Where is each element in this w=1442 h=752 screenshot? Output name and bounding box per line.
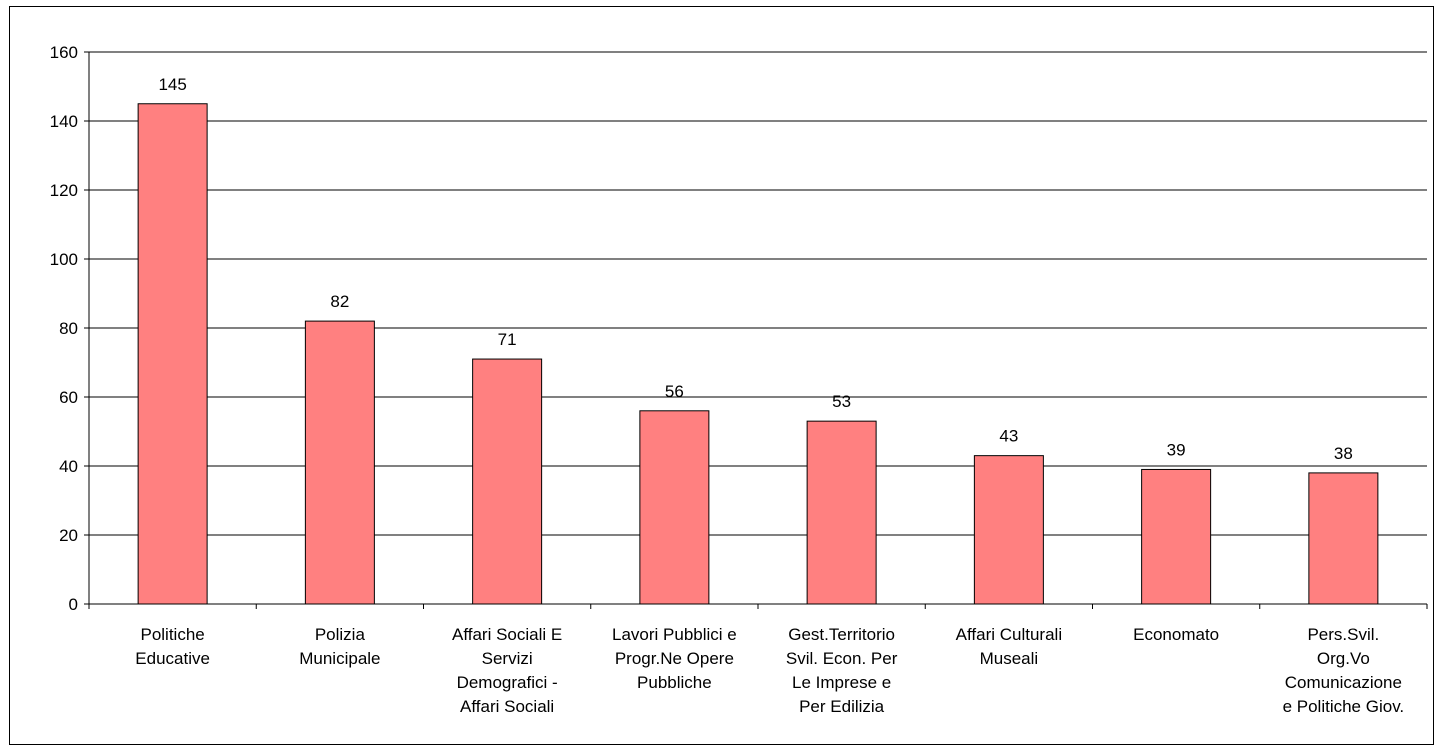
- x-tick-label: Per Edilizia: [799, 697, 885, 716]
- data-label: 43: [999, 427, 1018, 446]
- bars: [137, 103, 1379, 605]
- axes: [84, 51, 1428, 609]
- x-tick-label: Svil. Econ. Per: [786, 649, 898, 668]
- x-tick-label: Affari Sociali E: [452, 625, 562, 644]
- bar: [806, 420, 877, 605]
- data-label: 56: [665, 382, 684, 401]
- labels: 0 20 40 60 80 100 120 140 160 145 Politiche Educati…: [50, 43, 1405, 716]
- data-label: 82: [330, 292, 349, 311]
- x-tick-label: e Politiche Giov.: [1283, 697, 1405, 716]
- y-tick-label: 160: [50, 43, 78, 62]
- x-tick-label: Lavori Pubblici e: [612, 625, 737, 644]
- x-tick-label: Servizi: [482, 649, 533, 668]
- data-label: 38: [1334, 444, 1353, 463]
- x-tick-label: Affari Culturali: [956, 625, 1062, 644]
- x-tick-label: Municipale: [299, 649, 380, 668]
- y-tick-label: 80: [59, 319, 78, 338]
- x-tick-label: Politiche: [140, 625, 204, 644]
- y-tick-label: 60: [59, 388, 78, 407]
- bar: [1308, 472, 1379, 605]
- gridlines: [89, 51, 1427, 536]
- x-tick-label: Org.Vo: [1317, 649, 1370, 668]
- bar: [472, 358, 543, 605]
- data-label: 53: [832, 392, 851, 411]
- data-label: 71: [498, 330, 517, 349]
- bar: [1141, 468, 1212, 605]
- y-tick-label: 120: [50, 181, 78, 200]
- y-tick-label: 0: [69, 595, 78, 614]
- y-tick-label: 20: [59, 526, 78, 545]
- bar: [137, 103, 208, 605]
- x-tick-label: Gest.Territorio: [788, 625, 895, 644]
- x-tick-label: Polizia: [315, 625, 366, 644]
- x-tick-label: Le Imprese e: [792, 673, 891, 692]
- x-tick-label: Comunicazione: [1285, 673, 1402, 692]
- bar: [973, 455, 1044, 605]
- data-label: 39: [1167, 440, 1186, 459]
- bar: [304, 320, 375, 605]
- x-tick-label: Progr.Ne Opere: [615, 649, 734, 668]
- x-tick-label: Pers.Svil.: [1307, 625, 1379, 644]
- y-tick-label: 140: [50, 112, 78, 131]
- chart-frame: [9, 6, 1434, 745]
- x-tick-label: Pubbliche: [637, 673, 712, 692]
- x-tick-label: Economato: [1133, 625, 1219, 644]
- x-tick-label: Demografici -: [457, 673, 558, 692]
- data-label: 145: [158, 75, 186, 94]
- y-tick-label: 100: [50, 250, 78, 269]
- x-tick-label: Museali: [980, 649, 1039, 668]
- y-tick-label: 40: [59, 457, 78, 476]
- x-tick-label: Educative: [135, 649, 210, 668]
- bar: [639, 410, 710, 605]
- x-tick-label: Affari Sociali: [460, 697, 554, 716]
